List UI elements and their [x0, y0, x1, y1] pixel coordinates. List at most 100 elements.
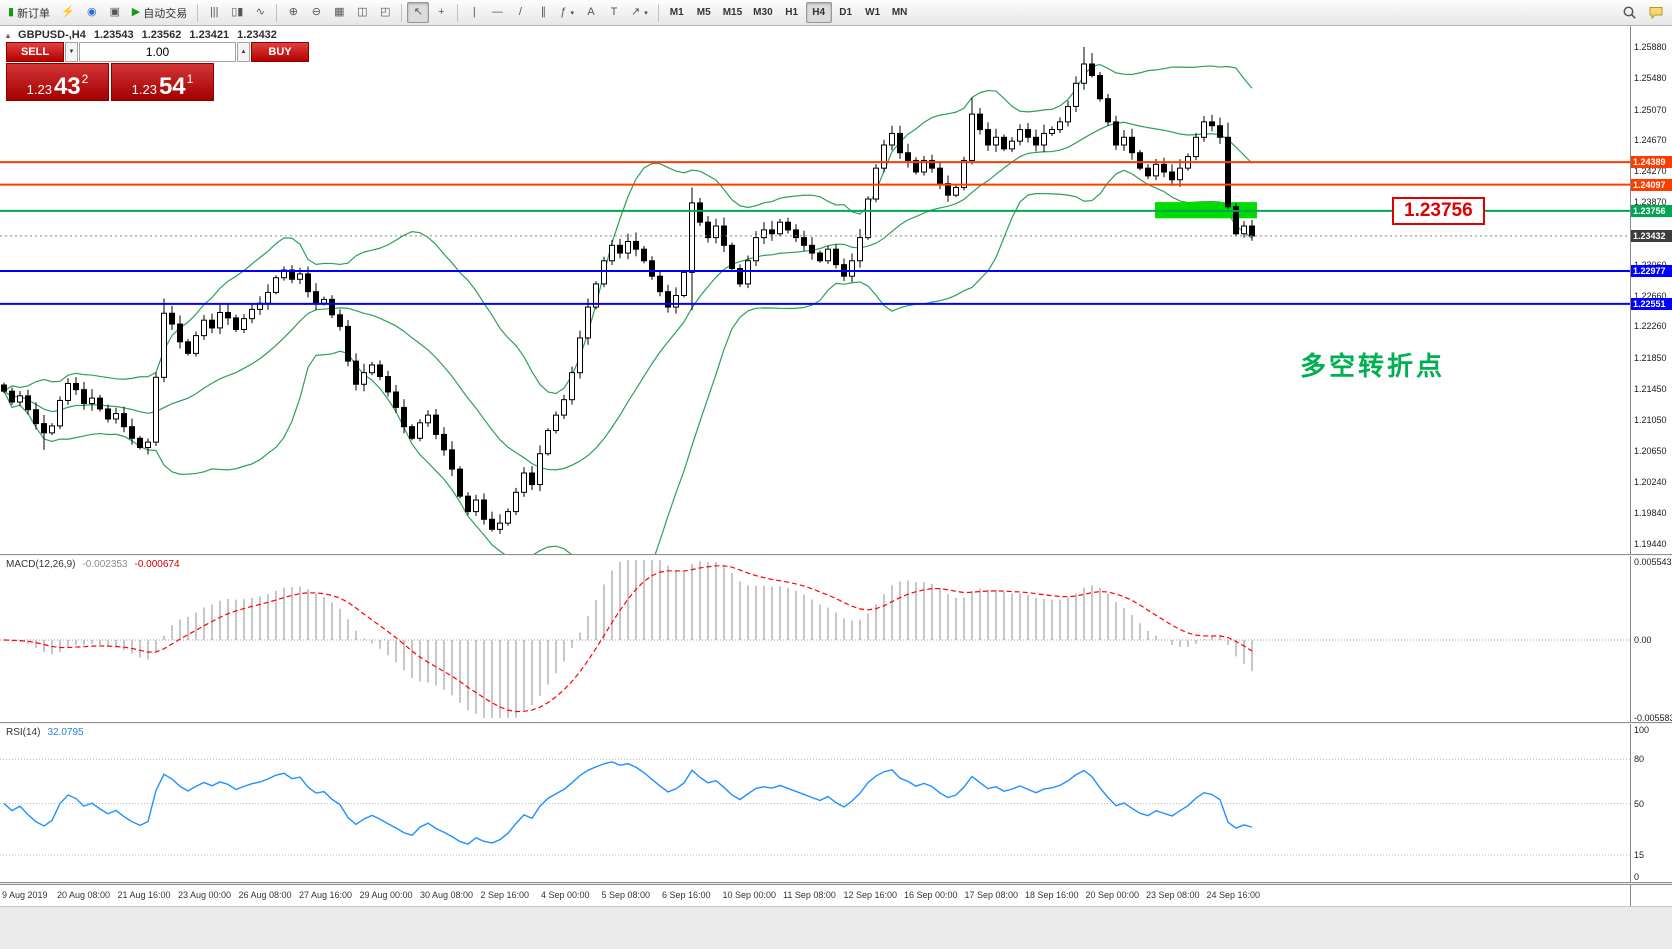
- fibonacci-tool-button[interactable]: ƒ ▾: [555, 2, 579, 23]
- cascade-windows-button[interactable]: ◰: [374, 2, 396, 23]
- axis-tick: 100: [1634, 725, 1650, 735]
- rsi-panel: 100 80 50 15 0 RSI(14) 32.0795: [0, 724, 1672, 882]
- autotrading-button[interactable]: ▶ 自动交易: [127, 2, 192, 23]
- macd-scale[interactable]: 0.005543 0.00 -0.005583: [1630, 556, 1672, 723]
- volume-up-button[interactable]: ▲: [237, 42, 250, 62]
- crosshair-icon: +: [438, 6, 445, 18]
- globe-button[interactable]: ◉: [81, 2, 103, 23]
- tile-windows-button[interactable]: ◫: [351, 2, 373, 23]
- time-label: 12 Sep 16:00: [843, 890, 898, 900]
- arrow-tool-icon: ↗: [630, 6, 641, 18]
- search-button[interactable]: [1617, 2, 1642, 23]
- rsi-scale[interactable]: 100 80 50 15 0: [1630, 724, 1672, 882]
- ohlc-close: 1.23432: [237, 29, 277, 41]
- channel-tool-button[interactable]: ∥: [532, 2, 554, 23]
- rsi-label: RSI(14): [6, 727, 41, 738]
- sell-button[interactable]: SELL: [6, 42, 64, 62]
- time-label: 30 Aug 08:00: [420, 890, 474, 900]
- zoom-out-button[interactable]: ⊖: [305, 2, 327, 23]
- ohlc-low: 1.23421: [189, 29, 230, 41]
- time-label: 23 Aug 00:00: [178, 890, 232, 900]
- panel-splitter[interactable]: [0, 722, 1672, 724]
- time-label: 4 Sep 00:00: [541, 890, 590, 900]
- timeframe-h4[interactable]: H4: [805, 2, 832, 23]
- volume-down-button[interactable]: ▼: [65, 42, 78, 62]
- cursor-tool-button[interactable]: ↖: [407, 2, 430, 23]
- axis-tick: 0.00: [1634, 635, 1652, 645]
- timeframe-w1[interactable]: W1: [865, 7, 881, 18]
- bar-chart-button[interactable]: |||: [203, 2, 225, 23]
- panel-splitter[interactable]: [0, 554, 1672, 556]
- line-chart-button[interactable]: ∿: [249, 2, 271, 23]
- grid-button[interactable]: ▦: [328, 2, 350, 23]
- line-chart-icon: ∿: [255, 6, 265, 18]
- candlestick-icon: ▯▮: [231, 6, 244, 18]
- candlestick-chart-button[interactable]: ▯▮: [226, 2, 248, 23]
- axis-tick: 50: [1634, 798, 1645, 809]
- macd-canvas[interactable]: [0, 556, 1630, 722]
- globe-icon: ◉: [86, 6, 97, 18]
- timeframe-d1[interactable]: D1: [839, 7, 853, 18]
- rsi-header: RSI(14) 32.0795: [6, 727, 84, 738]
- toolbar-separator: [401, 3, 403, 22]
- axis-tick: 1.21450: [1634, 383, 1667, 394]
- monitor-button[interactable]: ▣: [104, 2, 126, 23]
- arrows-tool-button[interactable]: ↗ ▾: [626, 2, 653, 23]
- main-chart-canvas[interactable]: [0, 26, 1630, 554]
- axis-tick: 1.25880: [1634, 42, 1667, 52]
- time-label: 11 Sep 08:00: [783, 890, 836, 900]
- chevron-down-icon: ▾: [644, 9, 648, 17]
- buy-price-sup: 1: [186, 72, 194, 86]
- timeframe-group: M1 M5 M15 M30 H1 H4 D1 W1 MN: [664, 2, 913, 23]
- timeframe-mn[interactable]: MN: [891, 7, 908, 18]
- toolbar-separator: [457, 3, 459, 22]
- time-label: 6 Sep 16:00: [662, 890, 711, 900]
- timeframe-m1[interactable]: M1: [669, 7, 684, 18]
- new-order-button[interactable]: ▮ 新订单: [3, 2, 55, 23]
- axis-tick: 1.19440: [1634, 539, 1667, 549]
- vertical-line-icon: |: [472, 6, 476, 18]
- axis-tick: 1.20240: [1634, 477, 1667, 488]
- sell-price-display[interactable]: 1.23 43 2: [6, 63, 109, 101]
- time-axis[interactable]: 9 Aug 2019 20 Aug 08:00 21 Aug 16:00 23 Aug…: [0, 884, 1672, 906]
- time-label: 29 Aug 00:00: [359, 890, 413, 900]
- pivot-annotation-text: 多空转折点: [1300, 351, 1446, 381]
- price-badge: 1.22551: [1631, 297, 1672, 310]
- level-price-label[interactable]: 1.23756: [1392, 197, 1485, 225]
- label-tool-button[interactable]: T: [603, 2, 625, 23]
- timeframe-h1[interactable]: H1: [785, 7, 799, 18]
- price-scale[interactable]: 1.25880 1.25480 1.25070 1.24670 1.24270 1.238…: [1630, 26, 1672, 554]
- price-badge: 1.24097: [1631, 178, 1672, 191]
- trendline-tool-button[interactable]: /: [509, 2, 531, 23]
- collapse-one-click-icon[interactable]: ▴: [6, 30, 11, 40]
- tile-windows-icon: ◫: [357, 6, 368, 18]
- chat-button[interactable]: [1643, 2, 1669, 23]
- time-label: 9 Aug 2019: [2, 890, 48, 900]
- sell-price-big: 43: [53, 72, 81, 100]
- axis-tick: 1.25070: [1634, 104, 1667, 115]
- zoom-in-button[interactable]: ⊕: [282, 2, 304, 23]
- time-label: 20 Sep 00:00: [1085, 890, 1140, 900]
- crosshair-tool-button[interactable]: +: [430, 2, 452, 23]
- time-label: 21 Aug 16:00: [117, 890, 171, 900]
- buy-button[interactable]: BUY: [251, 42, 309, 62]
- timeframe-m5[interactable]: M5: [696, 7, 711, 18]
- macd-main-value: -0.002353: [82, 559, 128, 570]
- bolt-button[interactable]: ⚡: [56, 2, 80, 23]
- timeframe-m30[interactable]: M30: [753, 7, 773, 18]
- timeframe-m15[interactable]: M15: [722, 7, 743, 18]
- axis-tick: 1.24270: [1634, 166, 1667, 177]
- text-tool-button[interactable]: A: [580, 2, 602, 23]
- volume-input[interactable]: [79, 42, 236, 62]
- play-icon: ▶: [131, 6, 141, 18]
- candles-layer: [1, 47, 1255, 534]
- vertical-line-tool-button[interactable]: |: [463, 2, 485, 23]
- rsi-canvas[interactable]: [0, 724, 1630, 882]
- sell-price-sup: 2: [81, 72, 89, 86]
- panel-splitter[interactable]: [0, 882, 1672, 884]
- macd-label: MACD(12,26,9): [6, 559, 76, 570]
- buy-price-display[interactable]: 1.23 54 1: [111, 63, 214, 101]
- horizontal-line-tool-button[interactable]: —: [486, 2, 508, 23]
- macd-panel: 0.005543 0.00 -0.005583 MACD(12,26,9) -0.0…: [0, 556, 1672, 723]
